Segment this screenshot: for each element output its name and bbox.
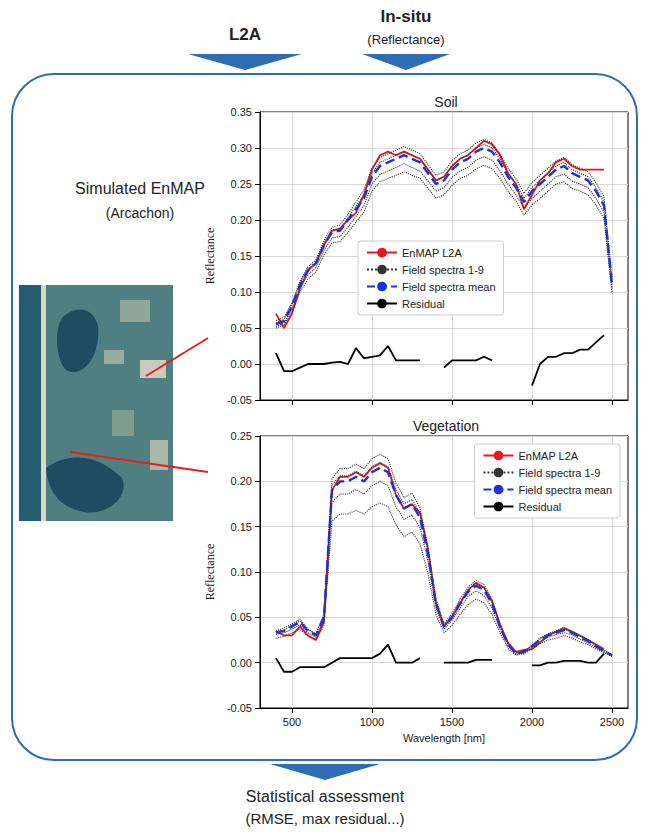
svg-text:Residual: Residual (402, 298, 445, 310)
svg-text:In-situ: In-situ (381, 7, 432, 26)
svg-text:-0.05: -0.05 (227, 702, 252, 714)
svg-text:1500: 1500 (440, 716, 464, 728)
svg-text:EnMAP L2A: EnMAP L2A (402, 247, 462, 259)
svg-text:1000: 1000 (360, 716, 384, 728)
svg-text:Wavelength [nm]: Wavelength [nm] (403, 732, 485, 744)
svg-text:0.20: 0.20 (231, 475, 252, 487)
svg-text:Vegetation: Vegetation (413, 418, 479, 434)
svg-text:Simulated EnMAP: Simulated EnMAP (75, 180, 205, 197)
svg-text:0.30: 0.30 (231, 142, 252, 154)
svg-text:0.10: 0.10 (231, 566, 252, 578)
svg-text:EnMAP L2A: EnMAP L2A (518, 450, 578, 462)
svg-text:0.10: 0.10 (231, 286, 252, 298)
svg-text:0.25: 0.25 (231, 430, 252, 442)
svg-text:L2A: L2A (229, 25, 261, 44)
svg-text:0.25: 0.25 (231, 178, 252, 190)
svg-text:0.15: 0.15 (231, 250, 252, 262)
svg-text:0.05: 0.05 (231, 611, 252, 623)
svg-text:0.00: 0.00 (231, 657, 252, 669)
svg-text:2000: 2000 (520, 716, 544, 728)
svg-text:Statistical assessment: Statistical assessment (246, 788, 405, 805)
svg-text:0.35: 0.35 (231, 106, 252, 118)
svg-text:Field spectra mean: Field spectra mean (402, 281, 496, 293)
svg-text:Reflectance: Reflectance (203, 544, 217, 601)
svg-text:0.20: 0.20 (231, 214, 252, 226)
svg-text:2500: 2500 (600, 716, 624, 728)
svg-text:(RMSE, max residual...): (RMSE, max residual...) (245, 810, 404, 827)
svg-text:Field spectra mean: Field spectra mean (518, 484, 612, 496)
svg-text:0.00: 0.00 (231, 358, 252, 370)
svg-text:500: 500 (283, 716, 301, 728)
svg-text:0.15: 0.15 (231, 521, 252, 533)
svg-text:Reflectance: Reflectance (203, 228, 217, 285)
svg-text:(Arcachon): (Arcachon) (106, 205, 174, 221)
svg-text:Residual: Residual (518, 501, 561, 513)
svg-text:Field spectra 1-9: Field spectra 1-9 (402, 264, 484, 276)
svg-text:-0.05: -0.05 (227, 394, 252, 406)
svg-text:0.05: 0.05 (231, 322, 252, 334)
svg-text:Field spectra 1-9: Field spectra 1-9 (518, 467, 600, 479)
svg-text:(Reflectance): (Reflectance) (367, 32, 444, 47)
svg-text:Soil: Soil (434, 94, 457, 110)
